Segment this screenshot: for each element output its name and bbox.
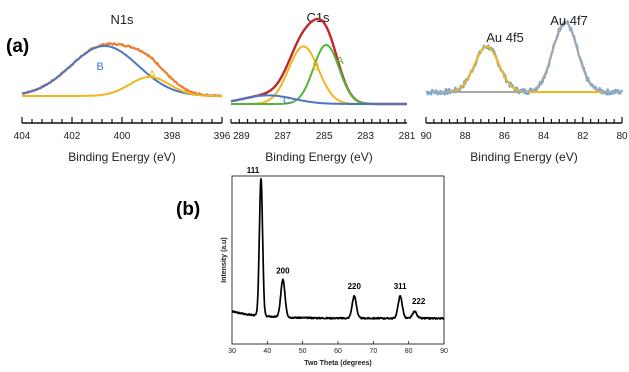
x-tick-label: 402: [64, 131, 81, 142]
panel-b-label: (b): [176, 199, 200, 220]
x-tick-label: 283: [357, 131, 374, 142]
x-tick-label: 40: [263, 348, 271, 355]
component-label: B: [312, 61, 319, 73]
x-tick-label: 88: [460, 131, 472, 142]
x-tick-label: 396: [214, 131, 231, 142]
x-tick-label: 287: [274, 131, 291, 142]
x-tick-label: 30: [228, 348, 236, 355]
x-tick-label: 400: [114, 131, 131, 142]
component-label: B: [96, 61, 103, 73]
peak-label: Au 4f5: [486, 30, 524, 45]
x-tick-label: 86: [499, 131, 511, 142]
x-tick-label: 50: [299, 348, 307, 355]
peak-index-label: 311: [394, 282, 407, 291]
fit-envelope-line: [425, 20, 624, 96]
peak-index-label: 111: [247, 166, 260, 175]
y-axis-label: Intensity (a.u): [221, 237, 228, 283]
x-axis-label: Binding Energy (eV): [68, 150, 175, 164]
peak-index-label: 200: [276, 267, 290, 276]
component-line: [425, 21, 623, 93]
x-tick-label: 82: [577, 131, 589, 142]
xrd-pattern-line: [231, 177, 445, 320]
xps-panels: N1s B A 404 402 400 398 396 Binding Energy (eV) C…: [14, 10, 628, 164]
panel-title: N1s: [110, 12, 134, 27]
x-tick-label: 281: [399, 131, 416, 142]
peak-index-label: 220: [348, 282, 362, 291]
peak-index-label: 222: [412, 297, 426, 306]
xps-panel-1: N1s B A 404 402 400 398 396 Binding Energy (eV): [14, 12, 231, 164]
x-tick-label: 90: [420, 131, 432, 142]
x-tick-label: 289: [233, 131, 250, 142]
component-label: C: [283, 95, 291, 107]
x-axis-label: Binding Energy (eV): [265, 150, 372, 164]
xrd-panel: 111 200 220 311 222 30 40 50 60 70 80 90 Two Theta (…: [221, 166, 448, 367]
x-tick-label: 60: [334, 348, 342, 355]
x-tick-label: 404: [14, 131, 31, 142]
x-axis-label: Binding Energy (eV): [470, 150, 577, 164]
x-tick-label: 285: [316, 131, 333, 142]
x-tick-label: 90: [440, 348, 448, 355]
component-label: A: [336, 55, 344, 67]
x-tick-label: 84: [538, 131, 550, 142]
x-tick-label: 80: [616, 131, 628, 142]
x-axis-label: Two Theta (degrees): [304, 360, 372, 367]
panel-a-label: (a): [6, 36, 29, 57]
component-label: A: [148, 69, 156, 81]
x-tick-label: 398: [164, 131, 181, 142]
component-line: [21, 76, 223, 97]
xps-panel-3: Au 4f5 Au 4f7 90 88 86 84 82 80 Binding Energy (…: [420, 13, 628, 164]
x-tick-label: 80: [405, 348, 413, 355]
peak-label: Au 4f7: [550, 13, 588, 28]
x-tick-label: 70: [369, 348, 377, 355]
component-line: [230, 94, 408, 105]
